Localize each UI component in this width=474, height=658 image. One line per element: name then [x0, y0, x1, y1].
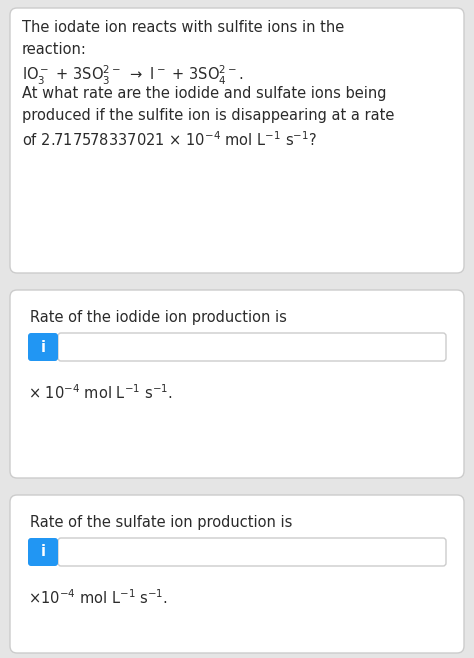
Text: Rate of the iodide ion production is: Rate of the iodide ion production is: [30, 310, 287, 325]
FancyBboxPatch shape: [58, 538, 446, 566]
Text: i: i: [40, 545, 46, 559]
FancyBboxPatch shape: [10, 8, 464, 273]
Text: $\times$10$^{-4}$ mol L$^{-1}$ s$^{-1}$.: $\times$10$^{-4}$ mol L$^{-1}$ s$^{-1}$.: [28, 588, 168, 607]
Text: produced if the sulfite ion is disappearing at a rate: produced if the sulfite ion is disappear…: [22, 108, 394, 123]
Text: The iodate ion reacts with sulfite ions in the: The iodate ion reacts with sulfite ions …: [22, 20, 344, 35]
Text: IO$_3^-$ + 3SO$_3^{2-}$ $\rightarrow$ I$^-$ + 3SO$_4^{2-}$.: IO$_3^-$ + 3SO$_3^{2-}$ $\rightarrow$ I$…: [22, 64, 244, 88]
Text: of 2.717578337021 $\times$ 10$^{-4}$ mol L$^{-1}$ s$^{-1}$?: of 2.717578337021 $\times$ 10$^{-4}$ mol…: [22, 130, 317, 149]
Text: i: i: [40, 340, 46, 355]
FancyBboxPatch shape: [10, 495, 464, 653]
FancyBboxPatch shape: [28, 538, 58, 566]
Text: Rate of the sulfate ion production is: Rate of the sulfate ion production is: [30, 515, 292, 530]
FancyBboxPatch shape: [10, 290, 464, 478]
Text: $\times$ 10$^{-4}$ mol L$^{-1}$ s$^{-1}$.: $\times$ 10$^{-4}$ mol L$^{-1}$ s$^{-1}$…: [28, 383, 173, 401]
FancyBboxPatch shape: [58, 333, 446, 361]
Text: reaction:: reaction:: [22, 42, 87, 57]
Text: At what rate are the iodide and sulfate ions being: At what rate are the iodide and sulfate …: [22, 86, 386, 101]
FancyBboxPatch shape: [28, 333, 58, 361]
